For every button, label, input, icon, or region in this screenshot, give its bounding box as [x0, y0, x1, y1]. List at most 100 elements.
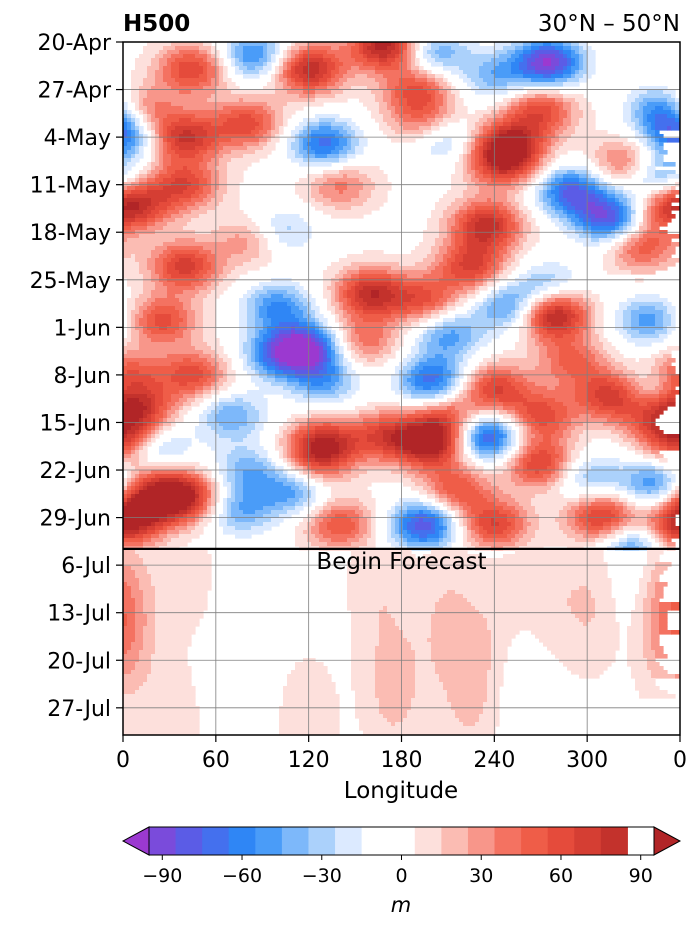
heatmap-cell: [239, 314, 248, 319]
heatmap-cell: [203, 186, 212, 191]
heatmap-cell: [123, 410, 144, 415]
heatmap-cell: [603, 170, 612, 175]
heatmap-cell: [431, 314, 440, 319]
heatmap-cell: [343, 166, 380, 171]
heatmap-cell: [439, 82, 448, 87]
heatmap-cell: [459, 514, 464, 519]
heatmap-cell: [451, 202, 464, 207]
heatmap-cell: [351, 518, 360, 523]
heatmap-cell: [299, 318, 308, 323]
heatmap-cell: [435, 354, 444, 359]
heatmap-cell: [251, 258, 272, 263]
heatmap-cell: [207, 134, 220, 139]
heatmap-cell: [299, 194, 312, 199]
heatmap-cell: [459, 510, 464, 515]
heatmap-cell: [503, 462, 508, 467]
heatmap-cell: [591, 218, 616, 223]
heatmap-cell: [615, 186, 624, 191]
heatmap-cell: [559, 134, 572, 139]
heatmap-cell: [643, 418, 652, 423]
heatmap-cell: [479, 446, 500, 451]
heatmap-cell: [459, 362, 468, 367]
heatmap-cell: [335, 290, 340, 295]
heatmap-cell: [139, 146, 144, 151]
heatmap-cell: [451, 242, 456, 247]
heatmap-cell: [299, 134, 308, 139]
heatmap-cell: [275, 214, 300, 219]
heatmap-cell: [567, 54, 572, 59]
heatmap-cell: [343, 62, 364, 67]
heatmap-cell: [423, 106, 436, 111]
heatmap-cell: [231, 494, 236, 499]
heatmap-cell: [539, 362, 552, 367]
heatmap-cell: [447, 234, 452, 239]
heatmap-cell: [263, 366, 268, 371]
heatmap-cell: [571, 310, 576, 315]
heatmap-cell: [619, 442, 632, 447]
heatmap-cell: [447, 498, 452, 503]
heatmap-cell: [535, 326, 540, 331]
heatmap-cell: [139, 174, 148, 179]
heatmap-cell: [279, 78, 288, 83]
heatmap-cell: [507, 210, 512, 215]
heatmap-cell: [583, 474, 632, 479]
heatmap-cell: [323, 342, 328, 347]
heatmap-cell: [195, 518, 200, 523]
heatmap-cell: [175, 138, 180, 143]
heatmap-cell: [211, 142, 220, 147]
heatmap-cell: [475, 434, 480, 439]
heatmap-cell: [331, 458, 340, 463]
heatmap-cell: [667, 326, 676, 331]
heatmap-cell: [123, 250, 152, 255]
heatmap-cell: [255, 382, 272, 387]
heatmap-cell: [563, 506, 572, 511]
heatmap-cell: [411, 58, 416, 63]
heatmap-cell: [339, 286, 348, 291]
heatmap-cell: [431, 126, 440, 131]
heatmap-cell: [267, 330, 272, 335]
heatmap-cell: [611, 370, 624, 375]
heatmap-cell: [659, 378, 668, 383]
heatmap-cell: [127, 322, 132, 327]
heatmap-cell: [383, 438, 392, 443]
heatmap-cell: [467, 134, 472, 139]
heatmap-cell: [515, 342, 528, 347]
heatmap-cell: [431, 510, 440, 515]
heatmap-cell: [143, 110, 148, 115]
heatmap-cell: [139, 86, 152, 91]
heatmap-cell: [379, 86, 388, 91]
heatmap-cell: [579, 234, 592, 239]
heatmap-cell: [195, 486, 200, 491]
heatmap-cell: [123, 350, 128, 355]
heatmap-cell: [655, 126, 668, 131]
heatmap-cell: [615, 254, 620, 259]
heatmap-cell: [451, 438, 456, 443]
heatmap-cell: [219, 74, 224, 79]
heatmap-cell: [139, 270, 152, 275]
heatmap-cell: [391, 282, 404, 287]
heatmap-cell: [259, 342, 264, 347]
heatmap-cell: [387, 46, 396, 51]
heatmap-cell: [195, 154, 204, 159]
heatmap-cell: [295, 62, 300, 67]
heatmap-cell: [555, 298, 572, 303]
heatmap-cell: [559, 510, 568, 515]
heatmap-cell: [543, 194, 548, 199]
heatmap-cell: [659, 150, 668, 155]
heatmap-cell: [455, 378, 460, 383]
heatmap-cell: [635, 378, 660, 383]
heatmap-cell: [455, 434, 460, 439]
heatmap-cell: [503, 270, 512, 275]
heatmap-cell: [171, 174, 196, 179]
heatmap-cell: [339, 278, 344, 283]
heatmap-cell: [167, 114, 196, 119]
heatmap-cell: [155, 314, 172, 319]
heatmap-cell: [211, 266, 216, 271]
heatmap-cell: [519, 302, 528, 307]
heatmap-cell: [135, 490, 140, 495]
heatmap-cell: [599, 186, 608, 191]
heatmap-cell: [231, 110, 256, 115]
heatmap-cell: [179, 66, 204, 71]
heatmap-cell: [559, 514, 568, 519]
heatmap-cell: [155, 266, 164, 271]
